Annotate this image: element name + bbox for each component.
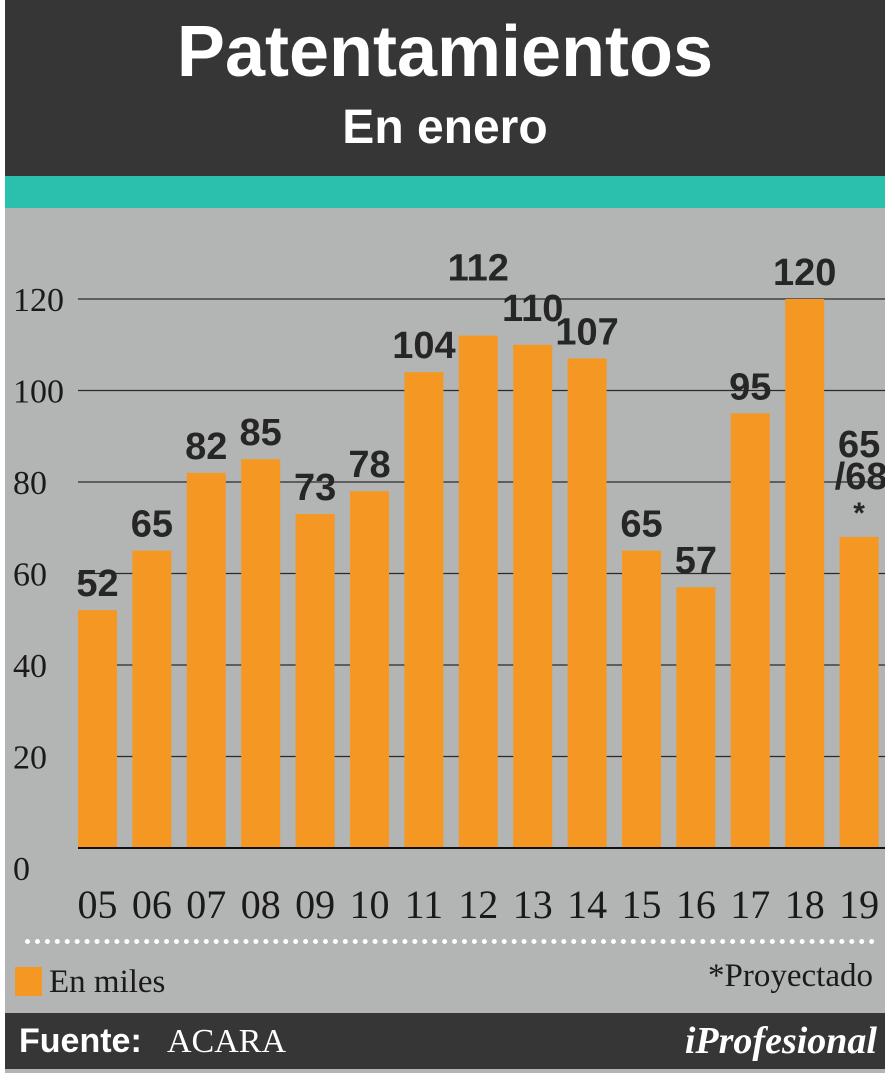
x-tick-label: 10 [350,882,390,927]
y-tick-label: 60 [13,557,47,594]
y-tick-label: 40 [13,648,47,685]
bar [676,587,716,848]
data-label: 78 [348,444,390,486]
y-tick-label: 100 [13,374,64,411]
bar [295,514,335,848]
accent-band [5,176,885,208]
y-tick-label: 80 [13,465,47,502]
bar [458,335,498,849]
data-label: 52 [76,563,118,605]
x-tick-label: 09 [295,882,335,927]
x-tick-label: 14 [567,882,607,927]
source-value: ACARA [167,1023,287,1060]
data-label: 65 [131,504,173,546]
data-label: 65 [620,504,662,546]
legend-swatch [15,967,42,996]
x-tick-label: 05 [78,882,118,927]
data-label: * [853,497,865,530]
y-tick-label: 120 [13,282,64,319]
x-tick-label: 17 [730,882,770,927]
brand-logo: iProfesional [684,1020,877,1062]
data-label: 82 [185,426,227,468]
source-label: Fuente: [19,1022,142,1060]
bar [350,491,389,848]
x-tick-label: 12 [458,882,498,927]
bar-chart: 0 20 40 60 80 100 120 05 06 07 08 09 10 11 12 13 14 15 16 1… [13,248,885,927]
chart-subtitle: En enero [342,101,548,154]
x-tick-label: 16 [676,882,716,927]
y-tick-label: 20 [13,740,47,777]
bar [730,413,770,848]
data-label: 104 [392,325,455,367]
data-label: 112 [448,248,509,290]
bar [513,344,553,848]
x-tick-label: 11 [405,882,444,927]
bar [241,459,281,848]
data-label: 110 [502,288,563,330]
data-label: 120 [773,252,836,294]
dotted-divider [25,939,875,944]
x-tick-label: 18 [785,882,825,927]
x-tick-label: 07 [186,882,226,927]
bar [78,610,117,848]
data-label: 57 [675,540,717,582]
legend-label: En miles [49,964,166,1000]
x-tick-label: 13 [513,882,553,927]
x-tick-label: 08 [241,882,281,927]
y-tick-label: 0 [13,851,30,888]
x-tick-label: 19 [839,882,879,927]
bar [567,358,607,848]
bar [132,550,172,848]
x-tick-label: 15 [622,882,662,927]
bar [404,372,444,848]
x-tick-label: 06 [132,882,172,927]
bar [839,536,879,848]
bar [785,299,825,848]
data-label: 73 [294,467,336,509]
projection-note: *Proyectado [708,958,873,994]
data-label: 95 [729,366,771,408]
data-label: 107 [555,311,618,353]
bar [622,550,661,848]
header-bar: Patentamientos En enero [5,0,885,176]
data-label: 85 [240,412,282,454]
bar [186,472,226,848]
data-label: /68 [835,456,885,498]
footer-bar: Fuente: ACARA iProfesional [5,1013,885,1069]
infographic: Patentamientos En enero 0 20 40 60 80 100 120 0… [5,0,885,1073]
chart-title: Patentamientos [176,12,714,92]
data-label: 65 [838,424,880,466]
